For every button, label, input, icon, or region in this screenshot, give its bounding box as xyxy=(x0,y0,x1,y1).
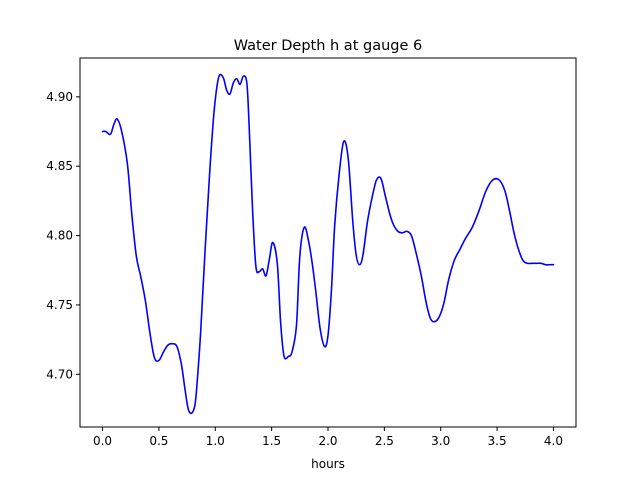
x-axis: 0.0 0.5 1.0 1.5 2.0 2.5 3.0 3.5 4.0 xyxy=(93,427,563,448)
x-tick-label: 0.5 xyxy=(149,434,168,448)
y-tick-label: 4.90 xyxy=(46,90,73,104)
plot-area xyxy=(101,73,555,415)
y-tick-label: 4.80 xyxy=(46,229,73,243)
y-tick-label: 4.85 xyxy=(46,159,73,173)
x-tick-label: 0.0 xyxy=(93,434,112,448)
series-line-water-depth xyxy=(101,73,555,415)
x-tick-label: 1.0 xyxy=(206,434,225,448)
x-tick-label: 1.5 xyxy=(262,434,281,448)
y-tick-label: 4.70 xyxy=(46,367,73,381)
chart-title: Water Depth h at gauge 6 xyxy=(234,38,422,54)
x-tick-label: 2.5 xyxy=(375,434,394,448)
x-tick-label: 3.5 xyxy=(488,434,507,448)
x-axis-label: hours xyxy=(311,457,345,471)
y-tick-label: 4.75 xyxy=(46,298,73,312)
x-tick-label: 3.0 xyxy=(431,434,450,448)
y-axis: 4.70 4.75 4.80 4.85 4.90 xyxy=(46,90,80,381)
x-tick-label: 2.0 xyxy=(318,434,337,448)
x-tick-label: 4.0 xyxy=(544,434,563,448)
